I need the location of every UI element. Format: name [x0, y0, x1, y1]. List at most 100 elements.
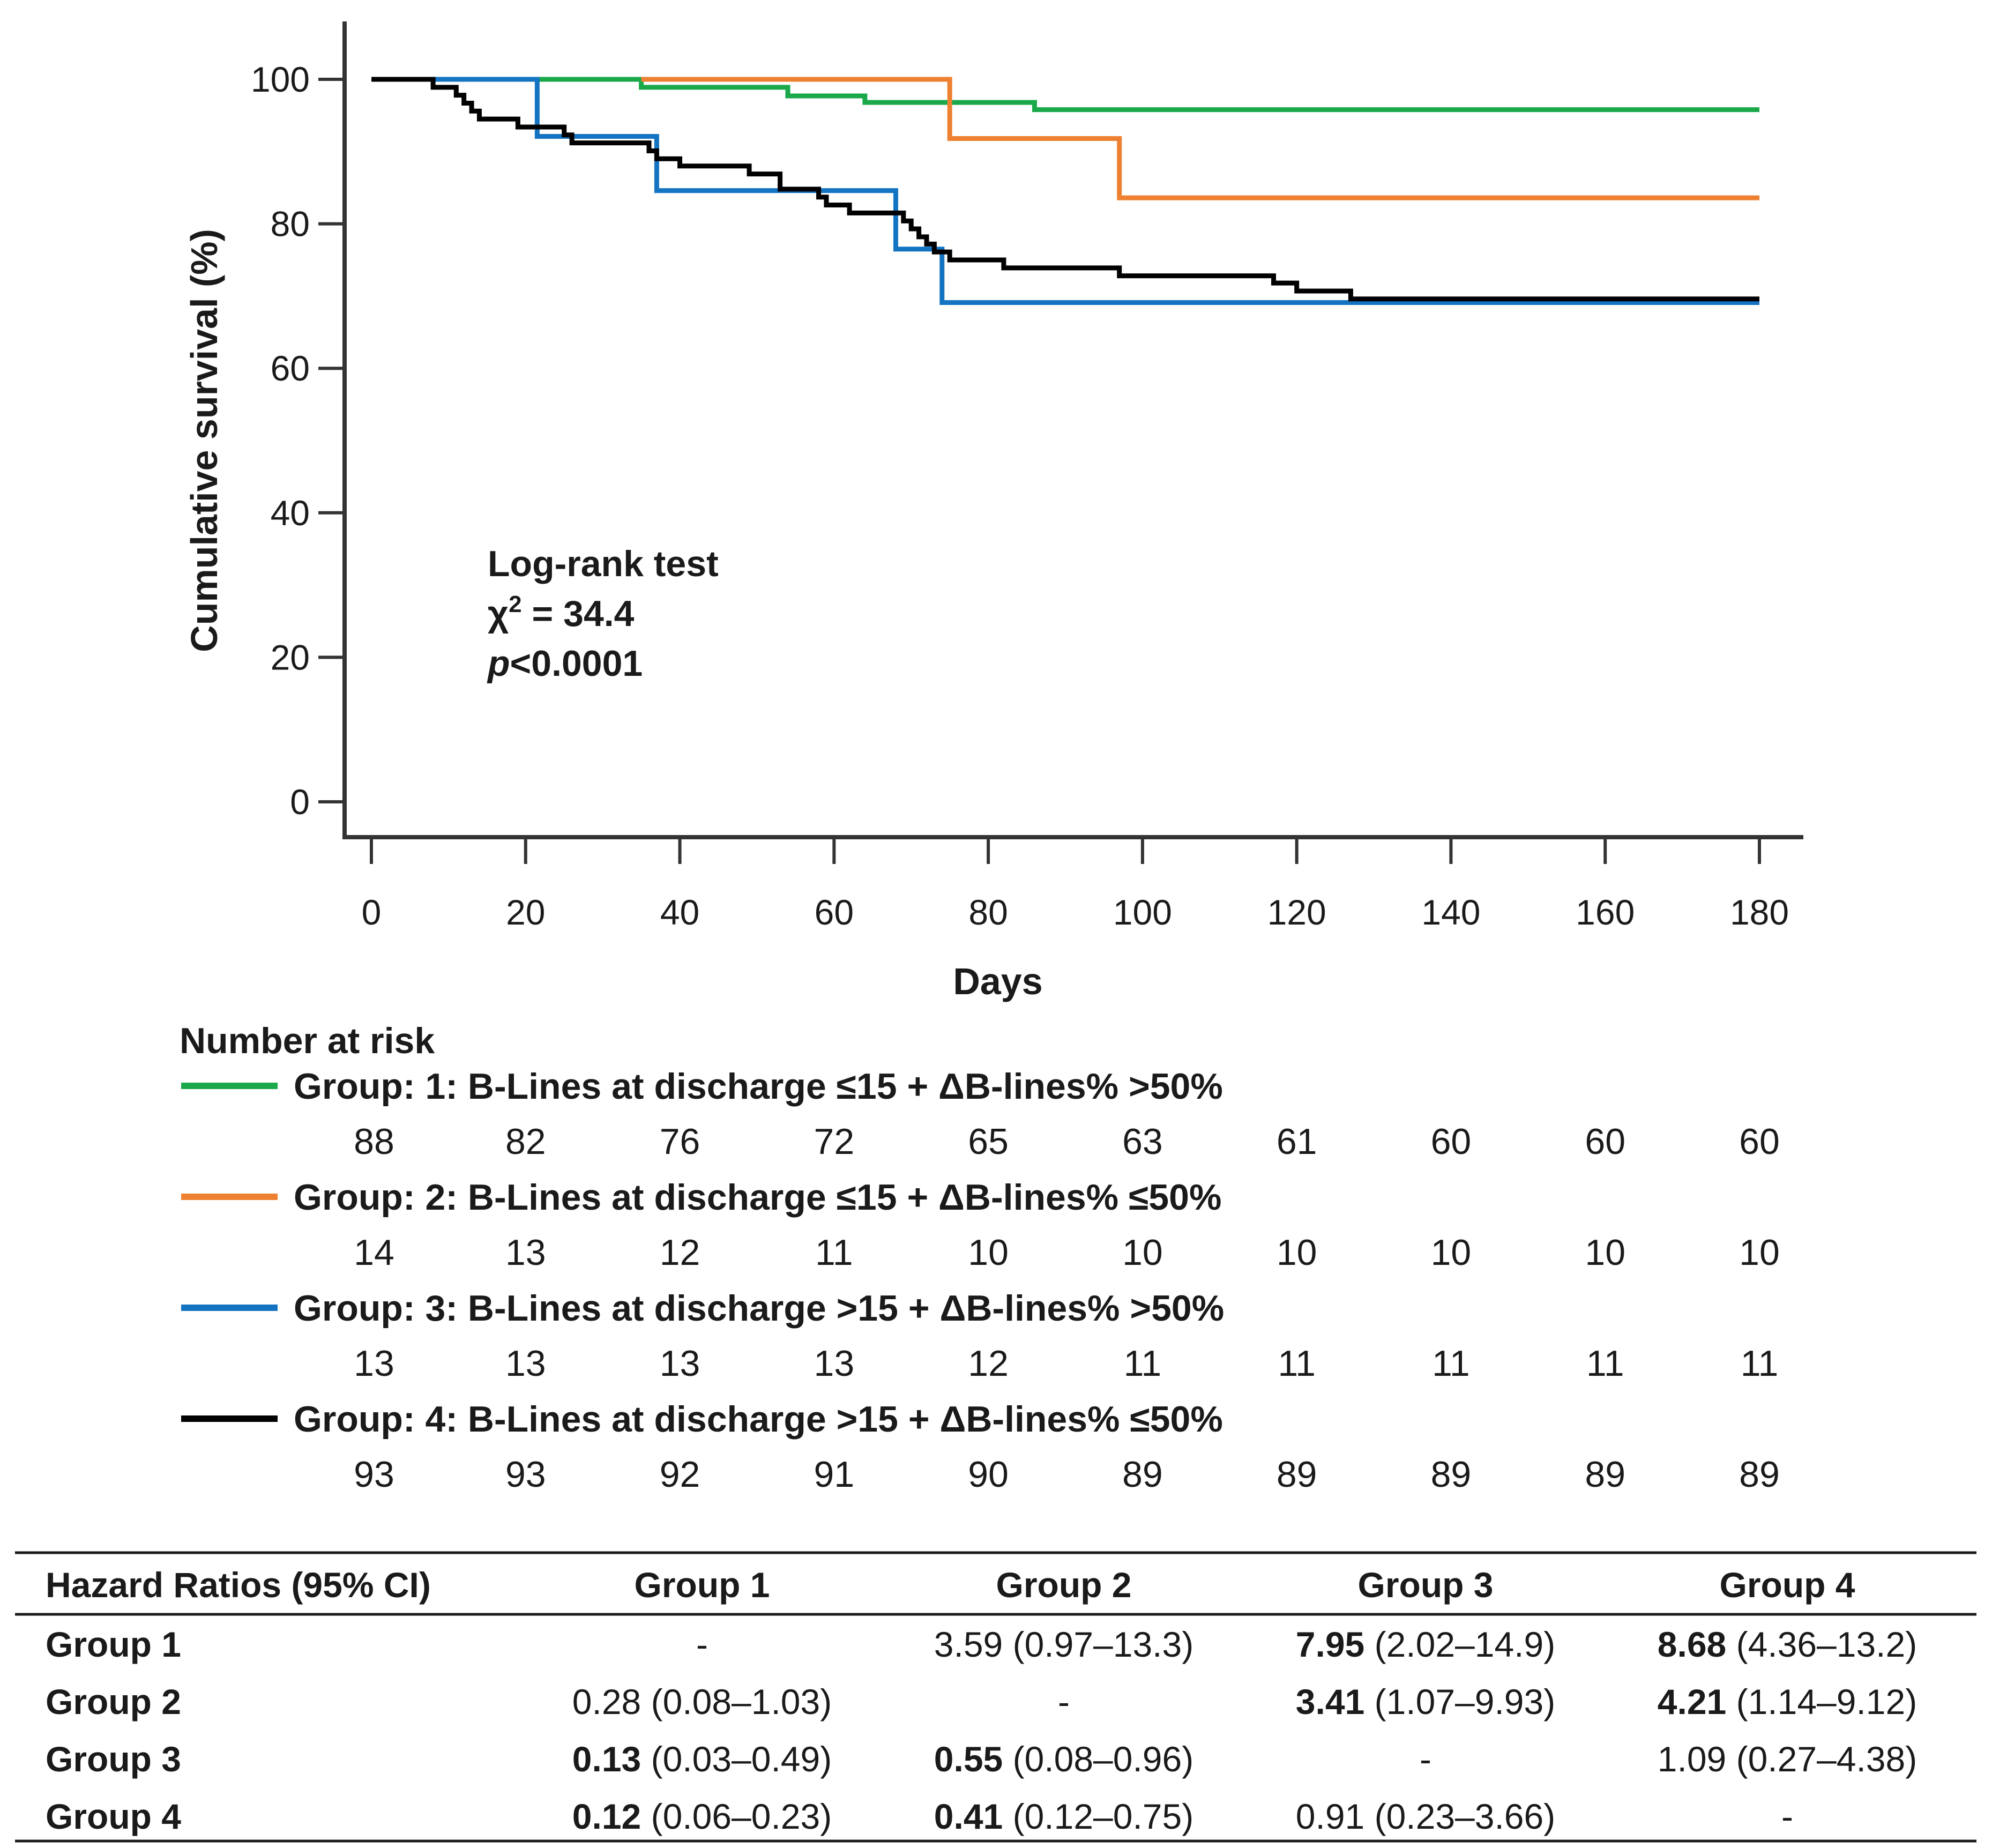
x-tick-label: 40: [660, 892, 699, 932]
risk-count: 88: [354, 1121, 394, 1162]
risk-count: 89: [1122, 1454, 1163, 1495]
risk-count: 11: [815, 1232, 853, 1273]
survival-curve-group-4: [371, 77, 1759, 302]
hr-cell: 3.59 (0.97–13.3): [934, 1625, 1193, 1664]
x-tick-label: 100: [1113, 892, 1172, 932]
risk-count: 11: [1741, 1343, 1779, 1384]
hr-cell: 0.12 (0.06–0.23): [572, 1797, 832, 1836]
risk-count: 10: [1585, 1232, 1625, 1273]
risk-count: 11: [1432, 1343, 1470, 1384]
hr-cell: 1.09 (0.27–4.38): [1658, 1739, 1917, 1779]
risk-count: 72: [814, 1121, 855, 1162]
survival-curve-group-3: [371, 77, 1759, 305]
risk-count: 60: [1585, 1121, 1625, 1162]
risk-count: 63: [1122, 1121, 1163, 1162]
hr-header-col: Group 1: [634, 1565, 770, 1605]
risk-table-title: Number at risk: [180, 1020, 435, 1061]
risk-count: 89: [1585, 1454, 1625, 1495]
risk-count: 13: [660, 1343, 700, 1384]
risk-label-group-1: Group: 1: B-Lines at discharge ≤15 + ΔB-…: [294, 1066, 1223, 1107]
hr-cell: -: [1420, 1739, 1431, 1779]
risk-count: 10: [1277, 1232, 1317, 1273]
hr-cell: 0.55 (0.08–0.96): [934, 1739, 1193, 1779]
hr-cell: 0.91 (0.23–3.66): [1296, 1797, 1555, 1836]
risk-count: 11: [1278, 1343, 1316, 1384]
risk-count: 89: [1431, 1454, 1472, 1495]
risk-count: 13: [505, 1343, 546, 1384]
hr-header-col: Group 4: [1719, 1565, 1855, 1605]
x-tick-label: 0: [362, 892, 382, 932]
hr-cell: 8.68 (4.36–13.2): [1658, 1625, 1917, 1664]
hr-cell: 7.95 (2.02–14.9): [1296, 1625, 1555, 1664]
risk-count: 60: [1739, 1121, 1780, 1162]
number-at-risk-table: Number at risk Group: 1: B-Lines at disc…: [180, 1020, 1780, 1495]
annotation-chi-square: χ2 = 34.4: [488, 591, 635, 634]
risk-count: 12: [660, 1232, 700, 1273]
hazard-ratio-table: Hazard Ratios (95% CI) Group 1 Group 2 Grou…: [15, 1551, 1976, 1843]
hr-row-label: Group 3: [46, 1739, 181, 1779]
risk-count: 14: [354, 1232, 394, 1273]
hr-cell: 3.41 (1.07–9.93): [1296, 1682, 1555, 1722]
risk-count: 13: [814, 1343, 855, 1384]
x-tick-label: 80: [968, 892, 1008, 932]
hr-header-title: Hazard Ratios (95% CI): [46, 1565, 431, 1605]
y-tick-label: 100: [251, 59, 310, 99]
y-tick-label: 60: [271, 348, 310, 388]
risk-count: 93: [505, 1454, 546, 1495]
risk-count: 11: [1124, 1343, 1162, 1384]
risk-count: 13: [505, 1232, 546, 1273]
risk-label-group-2: Group: 2: B-Lines at discharge ≤15 + ΔB-…: [294, 1177, 1221, 1218]
hr-cell: 4.21 (1.14–9.12): [1658, 1682, 1917, 1722]
annotation-line1: Log-rank test: [488, 543, 719, 584]
risk-count: 11: [1586, 1343, 1624, 1384]
survival-curves: [371, 77, 1759, 305]
x-axis-title: Days: [953, 960, 1042, 1002]
axes: 0 20 40 60 80 100 0 20 40 60 80 100 120 140 160 180 Days…: [183, 21, 1803, 1002]
survival-curve-group-2: [641, 77, 1759, 200]
risk-count: 10: [968, 1232, 1009, 1273]
survival-curve-group-1: [371, 77, 1759, 113]
x-tick-label: 180: [1730, 892, 1789, 932]
x-tick-label: 20: [506, 892, 545, 932]
y-axis-title: Cumulative survival (%): [183, 229, 225, 652]
hr-row-label: Group 2: [46, 1682, 181, 1722]
hr-cell: 0.41 (0.12–0.75): [934, 1797, 1193, 1836]
hr-cell: 0.28 (0.08–1.03): [572, 1682, 832, 1722]
x-tick-label: 160: [1576, 892, 1635, 932]
risk-count: 91: [814, 1454, 855, 1495]
hr-header-col: Group 2: [996, 1565, 1131, 1605]
hr-cell: -: [1058, 1682, 1070, 1722]
risk-count: 13: [354, 1343, 394, 1384]
hr-row-label: Group 1: [46, 1625, 181, 1664]
risk-count: 10: [1122, 1232, 1163, 1273]
y-tick-label: 20: [271, 637, 310, 677]
risk-count: 82: [505, 1121, 546, 1162]
risk-count: 10: [1739, 1232, 1780, 1273]
risk-count: 93: [354, 1454, 394, 1495]
risk-label-group-3: Group: 3: B-Lines at discharge >15 + ΔB-…: [294, 1288, 1224, 1329]
risk-count: 90: [968, 1454, 1009, 1495]
y-tick-label: 80: [271, 204, 310, 244]
log-rank-annotation: Log-rank test χ2 = 34.4 p<0.0001: [487, 543, 719, 684]
y-tick-label: 0: [290, 782, 310, 822]
hr-cell: 0.13 (0.03–0.49): [572, 1739, 832, 1779]
hr-cell: -: [1781, 1797, 1793, 1836]
risk-count: 12: [968, 1343, 1009, 1384]
risk-label-group-4: Group: 4: B-Lines at discharge >15 + ΔB-…: [294, 1399, 1223, 1440]
y-tick-label: 40: [271, 493, 310, 533]
risk-count: 89: [1739, 1454, 1780, 1495]
risk-count: 10: [1431, 1232, 1472, 1273]
risk-count: 92: [660, 1454, 700, 1495]
hr-row-label: Group 4: [46, 1797, 181, 1836]
risk-count: 60: [1431, 1121, 1472, 1162]
risk-count: 65: [968, 1121, 1009, 1162]
x-tick-label: 60: [815, 892, 854, 932]
risk-count: 61: [1277, 1121, 1317, 1162]
risk-count: 89: [1277, 1454, 1317, 1495]
hr-header-col: Group 3: [1357, 1565, 1493, 1605]
hr-cell: -: [696, 1625, 708, 1664]
x-tick-label: 120: [1267, 892, 1326, 932]
risk-count: 76: [660, 1121, 700, 1162]
